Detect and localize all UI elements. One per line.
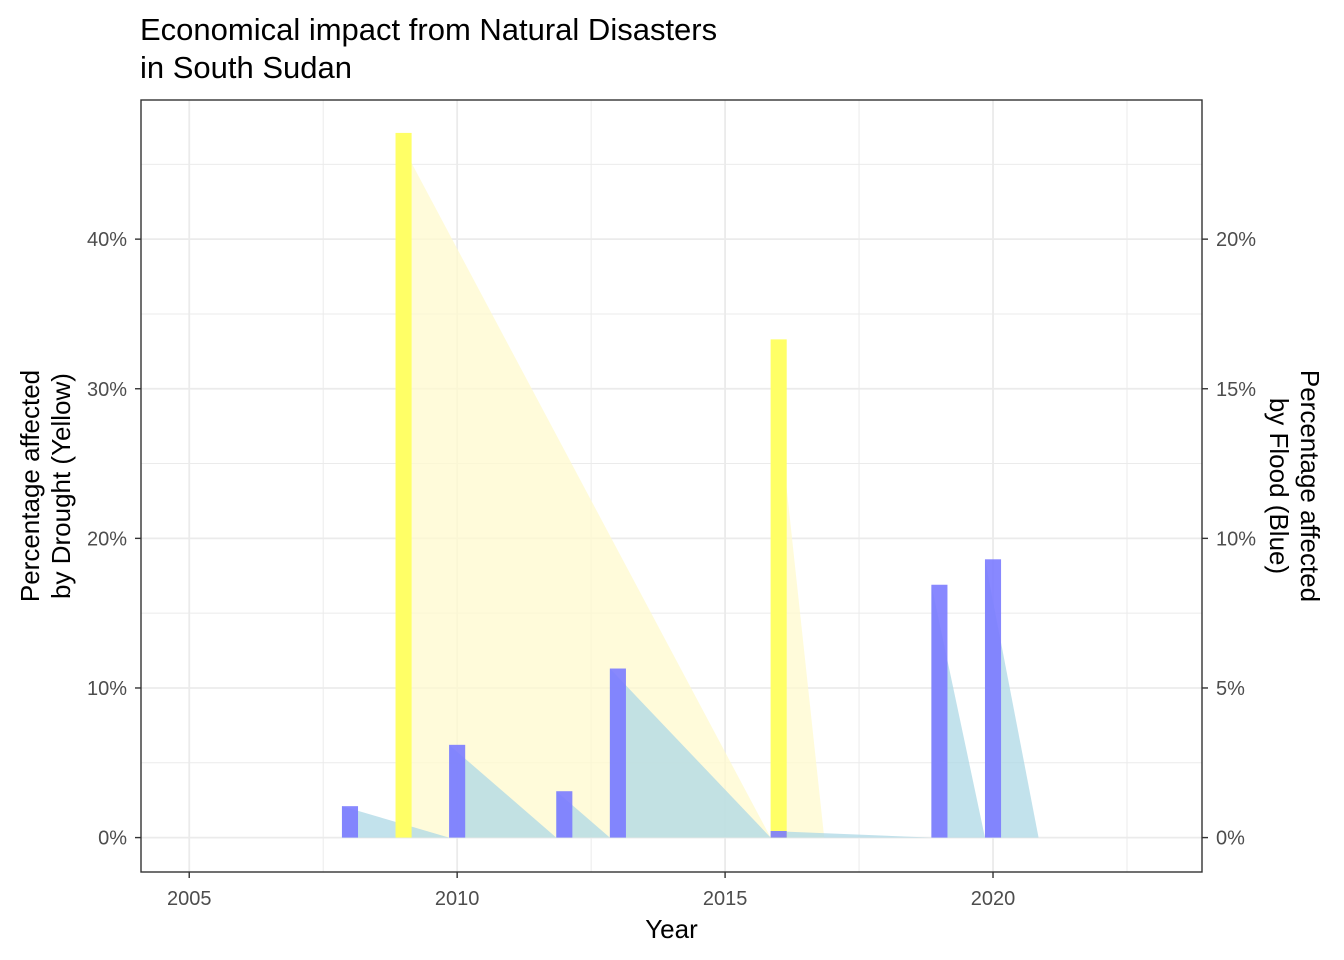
y-left-tick-label: 20% bbox=[87, 528, 127, 550]
right-axis-title-line-1: Percentage affected bbox=[1295, 370, 1325, 602]
drought-area bbox=[395, 132, 771, 838]
flood-bar bbox=[341, 806, 359, 838]
flood-bar bbox=[609, 668, 626, 838]
y-left-tick-label: 30% bbox=[87, 379, 127, 401]
left-axis-title: Percentage affected by Drought (Yellow) bbox=[15, 370, 76, 602]
drought-bar bbox=[770, 339, 787, 838]
y-right-tick-label: 10% bbox=[1216, 528, 1256, 550]
flood-area bbox=[449, 744, 557, 838]
left-axis-title-line-2: by Drought (Yellow) bbox=[46, 373, 76, 599]
axis-ticks: 2005 2010 2015 2020 0% 10% 20% 30% 40% 0% 5% 10% 15%… bbox=[87, 229, 1256, 910]
flood-bar bbox=[556, 791, 573, 838]
right-axis-title-line-2: by Flood (Blue) bbox=[1264, 398, 1294, 574]
y-right-tick-label: 15% bbox=[1216, 379, 1256, 401]
plot-border bbox=[140, 99, 1203, 873]
chart-title-line-2: in South Sudan bbox=[140, 50, 352, 85]
x-tick-label: 2015 bbox=[703, 888, 748, 910]
flood-bar bbox=[449, 744, 466, 838]
bar-layer bbox=[341, 132, 1002, 838]
y-right-tick-label: 20% bbox=[1216, 229, 1256, 251]
y-right-tick-label: 5% bbox=[1216, 678, 1245, 700]
flood-area bbox=[609, 668, 771, 838]
y-left-tick-label: 10% bbox=[87, 678, 127, 700]
y-left-tick-label: 40% bbox=[87, 229, 127, 251]
drought-bar bbox=[395, 132, 412, 838]
right-axis-title: Percentage affected by Flood (Blue) bbox=[1264, 370, 1325, 602]
x-tick-label: 2010 bbox=[435, 888, 480, 910]
x-tick-label: 2020 bbox=[971, 888, 1016, 910]
flood-bar bbox=[984, 559, 1002, 838]
x-tick-label: 2005 bbox=[167, 888, 212, 910]
x-axis-title: Year bbox=[645, 914, 698, 944]
flood-bar bbox=[931, 584, 948, 838]
flood-area bbox=[770, 831, 932, 838]
left-axis-title-line-1: Percentage affected bbox=[15, 370, 45, 602]
y-right-tick-label: 0% bbox=[1216, 828, 1245, 850]
flood-bar bbox=[770, 831, 787, 838]
chart-title-line-1: Economical impact from Natural Disasters bbox=[140, 12, 717, 47]
y-left-tick-label: 0% bbox=[98, 828, 127, 850]
